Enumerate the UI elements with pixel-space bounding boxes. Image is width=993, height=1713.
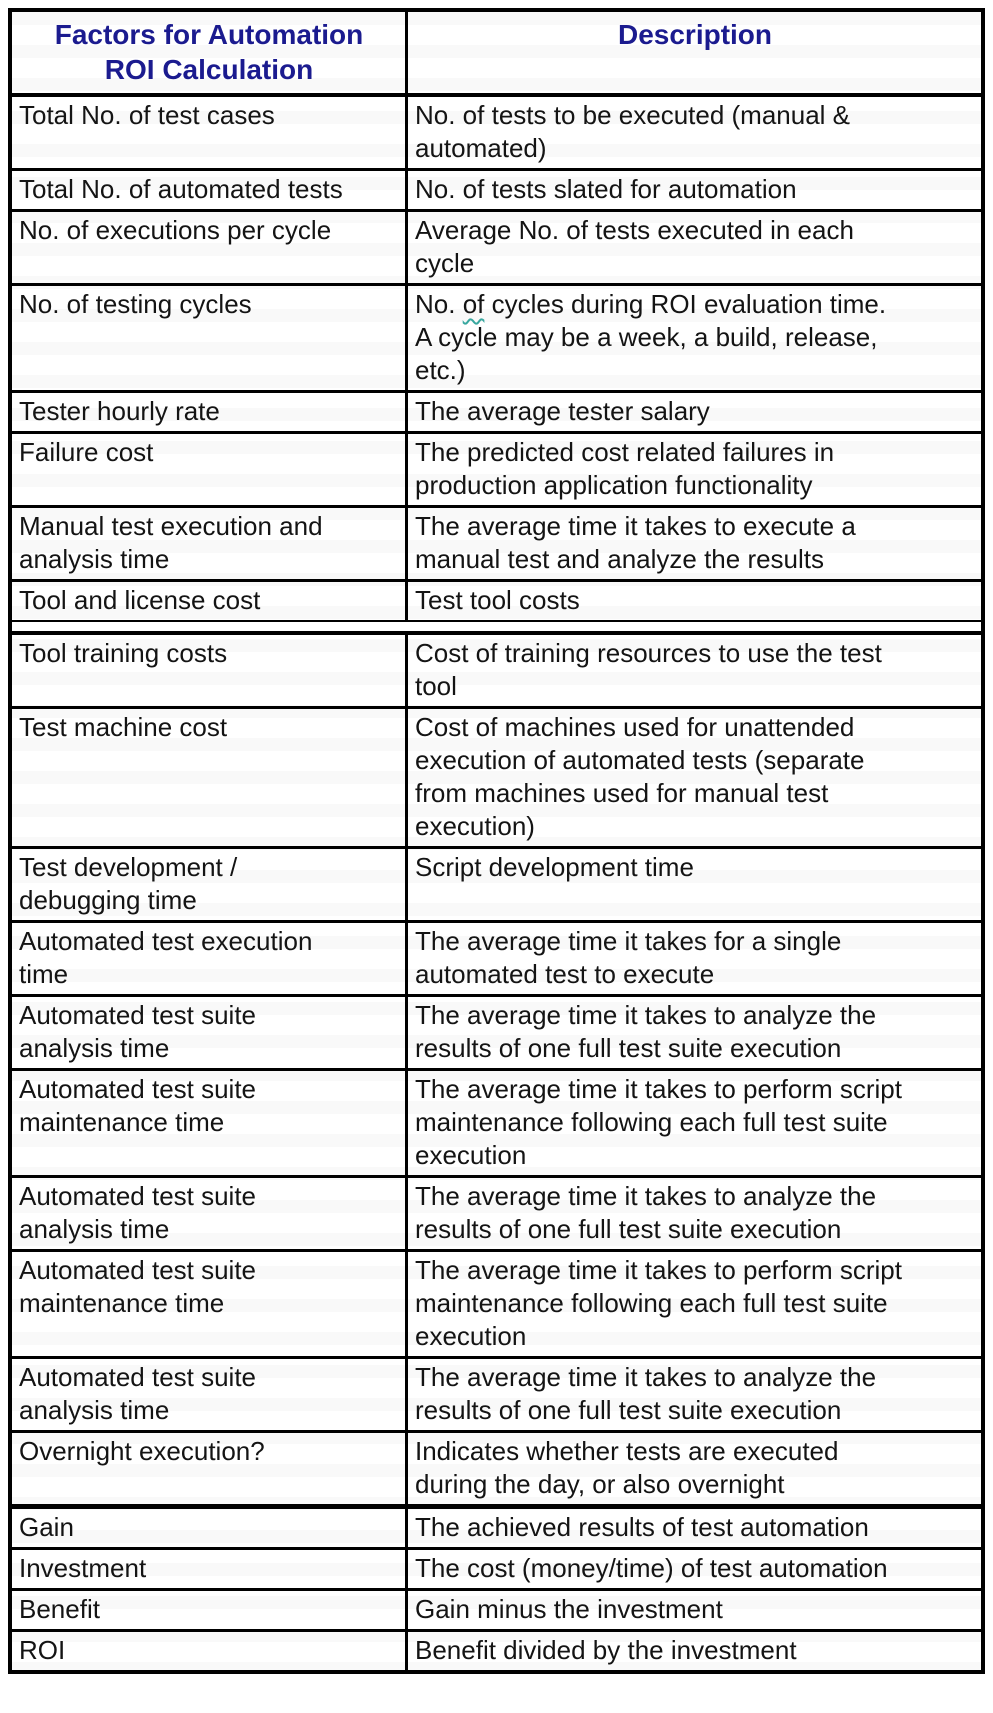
description-cell: Gain minus the investment (415, 1594, 723, 1624)
factor-cell: ROI (12, 1632, 408, 1670)
factor-cell: Test machine cost (12, 709, 408, 846)
factor-cell: Tool and license cost (12, 582, 408, 620)
table-row: Test development / debugging time Script … (12, 849, 981, 923)
table-row: ROI Benefit divided by the investment (12, 1632, 981, 1670)
table-row: Total No. of test cases No. of tests to b… (12, 97, 981, 171)
table-row: Benefit Gain minus the investment (12, 1591, 981, 1632)
factor-cell: Manual test execution and analysis time (12, 508, 408, 579)
description-cell: Cost of machines used for unattended exe… (415, 712, 865, 841)
description-cell: The average time it takes to execute a m… (415, 511, 856, 574)
description-cell: Benefit divided by the investment (415, 1635, 797, 1665)
table-row: Failure cost The predicted cost related f… (12, 434, 981, 508)
description-cell: Cost of training resources to use the te… (415, 638, 882, 701)
description-cell: No. of tests slated for automation (415, 174, 797, 204)
table-row: Automated test suite analysis time The av… (12, 997, 981, 1071)
table-row: Automated test suite maintenance time The… (12, 1252, 981, 1359)
factor-cell: Overnight execution? (12, 1433, 408, 1504)
factor-cell: Total No. of automated tests (12, 171, 408, 209)
table-row: Automated test suite maintenance time The… (12, 1071, 981, 1178)
spellcheck-squiggle: of (462, 289, 485, 319)
table-row: No. of executions per cycle Average No. o… (12, 212, 981, 286)
table-row: Automated test suite analysis time The av… (12, 1359, 981, 1433)
description-cell: The average tester salary (415, 396, 710, 426)
factor-cell: No. of executions per cycle (12, 212, 408, 283)
factor-cell: Automated test suite analysis time (12, 1359, 408, 1430)
description-cell: The average time it takes for a single a… (415, 926, 842, 989)
table-row: Tool training costs Cost of training reso… (12, 635, 981, 709)
table-body: Total No. of test cases No. of tests to b… (12, 97, 981, 1670)
description-cell: No. of cycles during ROI evaluation time… (415, 289, 887, 385)
factor-cell: Automated test suite maintenance time (12, 1252, 408, 1356)
factor-cell: Automated test suite analysis time (12, 997, 408, 1068)
factor-cell: No. of testing cycles (12, 286, 408, 390)
description-cell: The average time it takes to perform scr… (415, 1074, 902, 1170)
description-column-header: Description (617, 19, 773, 50)
table-row: Automated test suite analysis time The av… (12, 1178, 981, 1252)
factor-cell: Tool training costs (12, 635, 408, 706)
factor-cell: Automated test execution time (12, 923, 408, 994)
description-cell: The average time it takes to analyze the… (415, 1181, 877, 1244)
table-row: Manual test execution and analysis time T… (12, 508, 981, 582)
factor-cell: Tester hourly rate (12, 393, 408, 431)
factor-cell: Gain (12, 1509, 408, 1547)
description-cell: The average time it takes to analyze the… (415, 1000, 877, 1063)
factor-cell: Failure cost (12, 434, 408, 505)
table-header-row: Factors for Automation ROI Calculation D… (12, 12, 981, 97)
table-section-break (12, 622, 981, 635)
factor-cell: Investment (12, 1550, 408, 1588)
description-cell: The average time it takes to analyze the… (415, 1362, 877, 1425)
description-cell: The average time it takes to perform scr… (415, 1255, 902, 1351)
factor-cell: Benefit (12, 1591, 408, 1629)
description-cell: Indicates whether tests are executed dur… (415, 1436, 839, 1499)
table-row: Tool and license cost Test tool costs (12, 582, 981, 622)
description-cell: Script development time (415, 852, 694, 882)
table-row: Tester hourly rate The average tester sal… (12, 393, 981, 434)
description-cell: The cost (money/time) of test automation (415, 1553, 888, 1583)
table-row: No. of testing cycles No. of cycles durin… (12, 286, 981, 393)
description-cell: The achieved results of test automation (415, 1512, 869, 1542)
table-row: Test machine cost Cost of machines used f… (12, 709, 981, 849)
roi-factors-table: Factors for Automation ROI Calculation D… (8, 8, 985, 1674)
description-cell: The predicted cost related failures in p… (415, 437, 835, 500)
description-cell: No. of tests to be executed (manual & au… (415, 100, 851, 163)
factor-cell: Test development / debugging time (12, 849, 408, 920)
factor-cell: Total No. of test cases (12, 97, 408, 168)
factor-cell: Automated test suite maintenance time (12, 1071, 408, 1175)
description-cell: Average No. of tests executed in each cy… (415, 215, 854, 278)
table-row: Overnight execution? Indicates whether te… (12, 1433, 981, 1509)
table-row: Investment The cost (money/time) of test … (12, 1550, 981, 1591)
factor-column-header: Factors for Automation ROI Calculation (12, 12, 408, 93)
factor-cell: Automated test suite analysis time (12, 1178, 408, 1249)
table-row: Total No. of automated tests No. of tests… (12, 171, 981, 212)
table-row: Gain The achieved results of test automat… (12, 1509, 981, 1550)
table-row: Automated test execution time The average… (12, 923, 981, 997)
description-cell: Test tool costs (415, 585, 580, 615)
